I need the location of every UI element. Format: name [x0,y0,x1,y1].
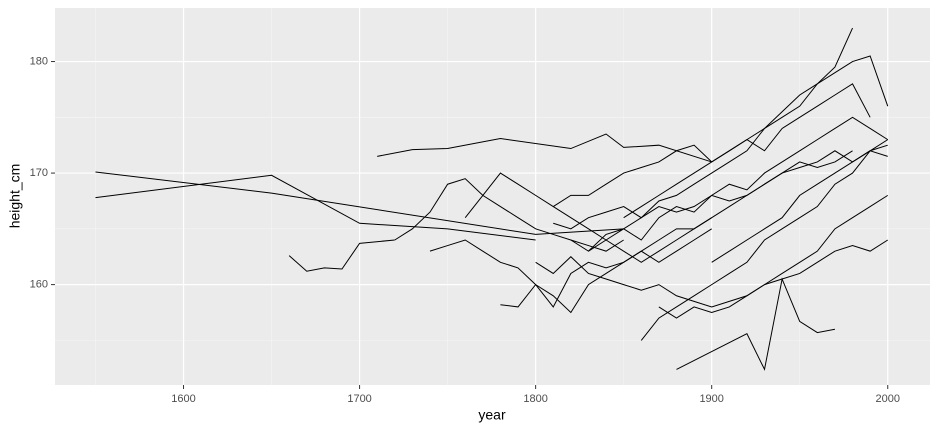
x-axis-title: year [478,407,506,423]
series-line [95,174,536,241]
series-line [658,194,889,319]
series-line [640,150,888,341]
y-tick-label: 160 [30,279,48,291]
series-line [711,144,888,263]
x-tick-label: 1800 [523,393,547,405]
series-line [95,171,624,235]
y-axis-title: height_cm [7,164,23,229]
series-line [500,150,853,314]
series-line [588,139,889,252]
series-line [553,27,853,230]
y-tick-label: 170 [30,167,48,179]
series-line [464,172,712,263]
series-line [623,55,889,219]
x-tick-label: 1900 [699,393,723,405]
y-tick-label: 180 [30,55,48,67]
series-line [377,133,712,163]
x-tick-label: 1600 [171,393,195,405]
series-line [288,239,395,272]
series-line [535,239,889,308]
series-line [429,228,712,308]
x-tick-label: 1700 [347,393,371,405]
series-line [394,178,624,252]
panel [55,8,930,385]
series-line [552,83,871,207]
series-line [676,277,836,371]
x-tick-label: 2000 [876,393,900,405]
